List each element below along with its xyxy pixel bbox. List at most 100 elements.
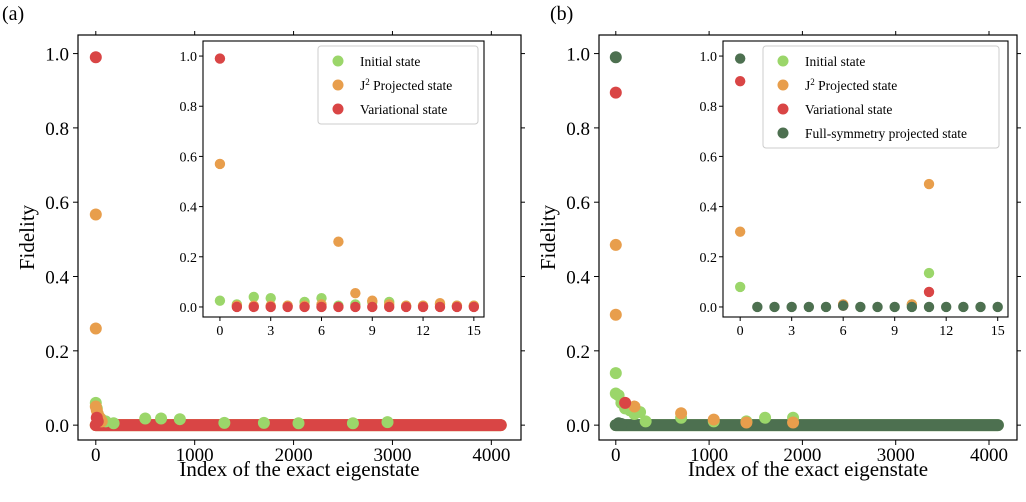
panel-b-legend-marker-initial bbox=[777, 55, 789, 67]
panel-a-inset-point-projected-7 bbox=[333, 236, 344, 247]
panel-b-inset-point-full_symmetry-2 bbox=[769, 301, 780, 313]
panel-a-point-initial-10 bbox=[218, 416, 231, 429]
panel-b-inset-point-projected-3 bbox=[923, 178, 935, 190]
panel-a-xtick-label-4000: 4000 bbox=[472, 445, 510, 466]
panel-a-legend-label-initial: Initial state bbox=[360, 54, 420, 69]
panel-a-legend-marker-variational bbox=[332, 103, 344, 115]
panel-a-inset-point-variational-0 bbox=[214, 53, 226, 64]
panel-b-ytick-label-4: 0.8 bbox=[566, 119, 590, 140]
panel-b-inset-ytick-label-5: 1.0 bbox=[700, 50, 718, 65]
panel-b-inset-point-full_symmetry-14 bbox=[975, 301, 986, 313]
panel-b-legend-label-full_symmetry: Full-symmetry projected state bbox=[805, 126, 967, 141]
panel-a-xtick-label-3000: 3000 bbox=[373, 445, 411, 466]
panel-b-inset-ytick-label-2: 0.4 bbox=[700, 201, 718, 216]
panel-b-xtick-label-1000: 1000 bbox=[690, 445, 728, 466]
panel-a-ylabel: Fidelity bbox=[15, 204, 39, 270]
panel-b-xlabel: Index of the exact eigenstate bbox=[688, 457, 928, 481]
panel-a-inset-ytick-label-1: 0.2 bbox=[180, 251, 198, 266]
panel-a-inset-point-variational-5 bbox=[299, 301, 310, 313]
panel-a-inset-point-projected-8 bbox=[350, 287, 361, 299]
panel-a-point-initial-6 bbox=[107, 417, 120, 430]
panel-a-point-initial-9 bbox=[173, 413, 186, 426]
panel-a-inset-point-variational-8 bbox=[350, 301, 361, 313]
panel-a-inset-point-variational-4 bbox=[282, 301, 293, 313]
panel-a-inset-point-variational-14 bbox=[451, 301, 463, 313]
panel-a-point-variational-2 bbox=[91, 415, 104, 428]
panel-b-point-full_symmetry-2 bbox=[615, 418, 628, 431]
panel-b-legend-marker-full_symmetry bbox=[777, 127, 789, 139]
panel-a-inset-point-variational-12 bbox=[417, 301, 429, 313]
panel-b-ytick-label-3: 0.6 bbox=[566, 193, 590, 214]
panel-b-inset-ytick-label-4: 0.8 bbox=[700, 100, 718, 115]
panel-a-inset: 0 3 6 9 12 15 0.0 0.2 0.4 0.6 0.8 1.0 Initial state J… bbox=[180, 40, 485, 339]
panel-b-inset-point-initial-3 bbox=[923, 267, 935, 279]
panel-a-point-initial-12 bbox=[292, 417, 305, 430]
panel-a-legend-marker-initial bbox=[332, 55, 344, 67]
panel-b-point-projected-6 bbox=[740, 416, 753, 429]
panel-a-ytick-label-4: 0.8 bbox=[45, 119, 69, 140]
panel-b-ytick-label-1: 0.2 bbox=[566, 342, 590, 363]
panel-a-point-initial-13 bbox=[346, 417, 359, 430]
panel-b-xtick-label-0: 0 bbox=[611, 445, 621, 466]
panel-a-point-initial-11 bbox=[257, 416, 270, 429]
panel-b-inset-xtick-label-3: 3 bbox=[788, 324, 795, 339]
panel-b-inset-xtick-label-12: 12 bbox=[939, 324, 953, 339]
panel-b-point-projected-7 bbox=[787, 416, 800, 429]
panel-b-inset-point-full_symmetry-9 bbox=[889, 301, 900, 313]
panel-a-inset-xtick-label-12: 12 bbox=[416, 324, 430, 339]
panel-b-xtick-label-4000: 4000 bbox=[970, 445, 1008, 466]
panel-b-legend-box bbox=[762, 45, 1000, 149]
panel-b-inset-point-full_symmetry-15 bbox=[992, 301, 1003, 313]
panel-b-inset-point-full_symmetry-1 bbox=[752, 301, 763, 313]
panel-a-label: (a) bbox=[2, 3, 24, 25]
panel-a-inset-ytick-label-2: 0.4 bbox=[180, 201, 198, 216]
panel-a-inset-ytick-label-3: 0.6 bbox=[180, 150, 198, 165]
panel-a-xtick-label-1000: 1000 bbox=[176, 445, 214, 466]
panel-a-inset-point-variational-2 bbox=[248, 301, 259, 313]
panel-b-point-projected-0 bbox=[609, 238, 622, 251]
panel-a-xtick-label-0: 0 bbox=[91, 445, 101, 466]
panel-b-inset-point-full_symmetry-11 bbox=[923, 301, 935, 313]
panel-a-inset-xtick-label-0: 0 bbox=[216, 324, 223, 339]
panel-a-point-projected-1 bbox=[89, 322, 102, 335]
panel-a-ytick-label-0: 0.0 bbox=[45, 416, 69, 437]
panel-b-inset-ytick-label-1: 0.2 bbox=[700, 251, 718, 266]
panel-b-ytick-label-0: 0.0 bbox=[566, 416, 590, 437]
panel-b-legend-label-projected: J2 Projected state bbox=[805, 77, 897, 93]
panel-b-legend-label-initial: Initial state bbox=[805, 54, 865, 69]
panel-b-point-projected-1 bbox=[609, 308, 622, 321]
panel-a-legend-box bbox=[317, 45, 479, 125]
panel-b-point-projected-4 bbox=[675, 407, 688, 420]
panel-b-inset-point-full_symmetry-12 bbox=[940, 301, 952, 313]
panel-b-inset-point-full_symmetry-10 bbox=[906, 301, 918, 313]
panel-b-ylabel: Fidelity bbox=[536, 204, 560, 270]
panel-a: (a) 0 1000 2000 3000 4000 0.0 0.2 0.4 0.6 0.8 1.0 In… bbox=[2, 3, 525, 481]
panel-b-xtick-label-3000: 3000 bbox=[877, 445, 915, 466]
panel-b-inset-point-variational-2 bbox=[923, 286, 935, 298]
panel-b-inset-xtick-label-15: 15 bbox=[991, 324, 1005, 339]
panel-a-inset-point-initial-3 bbox=[265, 292, 276, 304]
panel-b-legend-marker-variational bbox=[777, 103, 789, 115]
panel-a-inset-point-variational-10 bbox=[384, 301, 395, 313]
panel-a-inset-ytick-label-5: 1.0 bbox=[180, 50, 198, 65]
panel-a-inset-point-initial-2 bbox=[248, 291, 259, 303]
panel-a-inset-point-initial-0 bbox=[214, 295, 226, 306]
panel-b-ytick-label-5: 1.0 bbox=[566, 45, 590, 66]
panel-b-legend: Initial state J2 Projected state Variation… bbox=[762, 45, 1000, 149]
panel-b-xtick-label-2000: 2000 bbox=[783, 445, 821, 466]
panel-b-point-variational-0 bbox=[609, 86, 622, 99]
panel-a-legend-label-variational: Variational state bbox=[360, 102, 447, 117]
panel-a-inset-xtick-label-9: 9 bbox=[369, 324, 376, 339]
panel-b-inset-xtick-label-0: 0 bbox=[737, 324, 744, 339]
panel-b-inset-point-full_symmetry-5 bbox=[820, 301, 832, 313]
panel-a-inset-point-variational-11 bbox=[400, 301, 412, 313]
panel-b-inset-xtick-label-9: 9 bbox=[891, 324, 898, 339]
panel-b-inset: 0 3 6 9 12 15 0.0 0.2 0.4 0.6 0.8 1.0 Initial state J… bbox=[700, 40, 1009, 339]
panel-b-inset-point-full_symmetry-0 bbox=[734, 53, 746, 64]
panel-a-point-initial-8 bbox=[155, 412, 168, 425]
panel-b-point-initial-8 bbox=[639, 415, 652, 428]
panel-a-inset-ytick-label-0: 0.0 bbox=[180, 301, 198, 316]
panel-b-inset-point-initial-0 bbox=[734, 281, 746, 293]
panel-b-inset-point-full_symmetry-13 bbox=[958, 301, 969, 313]
